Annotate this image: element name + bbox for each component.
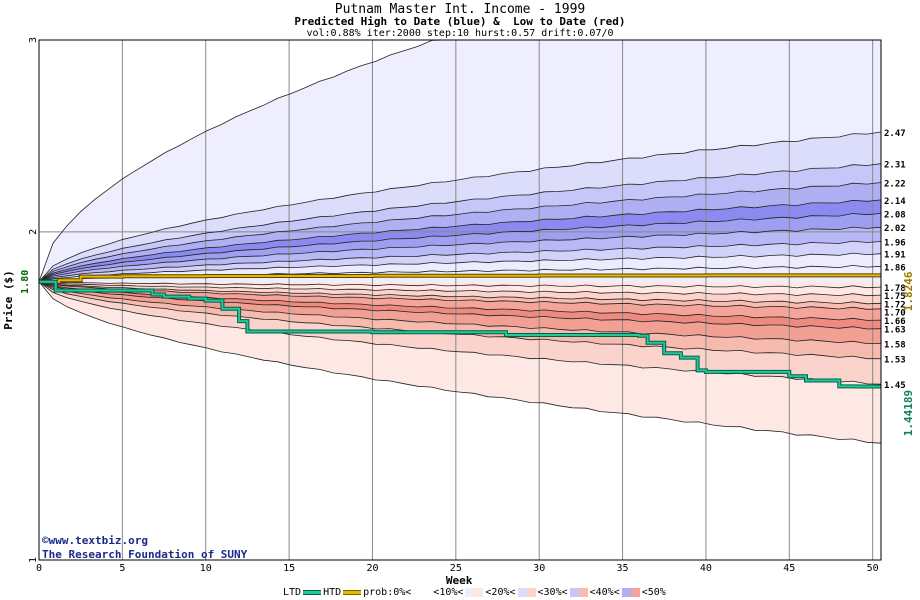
high-band-4 [39, 199, 881, 282]
band-end-label-3: 2.14 [884, 197, 906, 207]
band-end-label-15: 1.58 [884, 340, 906, 350]
band-end-label-12: 1.70 [884, 308, 906, 318]
band-end-label-2: 2.22 [884, 180, 906, 190]
band-boundary-13 [38, 281, 882, 310]
x-tick-label-7: 35 [617, 563, 629, 574]
low-band-6 [39, 281, 881, 359]
x-tick-label-5: 25 [450, 563, 462, 574]
x-tick-label-4: 20 [366, 563, 378, 574]
band-boundary-5 [38, 213, 882, 283]
band-boundary-8 [38, 252, 882, 283]
low-band-0 [39, 281, 881, 296]
band-end-label-13: 1.66 [884, 317, 906, 327]
band-end-label-1: 2.31 [884, 161, 906, 171]
legend: LTD HTD prob:0%< <10%< <20%< <30%< <40%<… [283, 587, 666, 598]
band-end-label-11: 1.72 [884, 300, 906, 310]
band-end-label-6: 1.96 [884, 238, 906, 248]
low-band-4 [39, 281, 881, 329]
legend-ltd-label: LTD [283, 587, 302, 598]
band-boundary-2 [38, 163, 882, 283]
y-tick-label-0: 1 [28, 557, 39, 563]
band-boundary-16 [38, 281, 882, 345]
simulation-params: vol:0.88% iter:2000 step:10 hurst:0.57 d… [306, 28, 614, 39]
high-band-5 [39, 213, 881, 282]
x-tick-label-8: 40 [700, 563, 712, 574]
legend-swatch-20 [517, 588, 536, 597]
band-end-label-0: 2.47 [884, 129, 906, 139]
y-tick-label-1: 2 [28, 229, 39, 235]
band-boundary-19 [38, 281, 882, 444]
start-price-label: 1.80 [20, 270, 31, 294]
band-boundary-7 [38, 240, 882, 283]
band-end-label-10: 1.75 [884, 292, 906, 302]
band-end-label-16: 1.53 [884, 356, 906, 366]
y-tick-label-2: 3 [28, 37, 39, 43]
high-band-6 [39, 227, 881, 282]
band-boundary-10 [38, 281, 882, 289]
low-band-2 [39, 281, 881, 310]
legend-prob-label: prob:0%< [363, 587, 412, 598]
x-tick-label-10: 50 [867, 563, 879, 574]
band-end-label-4: 2.08 [884, 210, 906, 220]
low-band-8 [39, 281, 881, 444]
high-band-7 [39, 241, 881, 282]
chart-subtitle: Predicted High to Date (blue) & Low to D… [294, 15, 626, 28]
ltd-series [39, 280, 881, 388]
band-end-label-17: 1.45 [884, 381, 906, 391]
x-axis-title: Week [446, 574, 473, 587]
band-boundary-6 [38, 226, 882, 283]
band-boundary-11 [38, 281, 882, 297]
credit-site[interactable]: ©www.textbiz.org [42, 534, 148, 547]
band-end-label-9: 1.78 [884, 284, 906, 294]
x-tick-label-3: 15 [283, 563, 295, 574]
band-end-label-5: 2.02 [884, 224, 906, 234]
high-band-3 [39, 182, 881, 282]
legend-htd-label: HTD [323, 587, 342, 598]
legend-swatch-40 [621, 588, 640, 597]
legend-b20-label: <20%< [485, 587, 516, 598]
y-axis-title: Price ($) [2, 270, 15, 330]
legend-ltd-swatch [303, 590, 322, 595]
legend-htd-swatch [343, 590, 362, 595]
legend-swatch-30 [569, 588, 588, 597]
x-tick-label-6: 30 [533, 563, 545, 574]
high-band-0 [39, 40, 881, 282]
credit-org: The Research Foundation of SUNY [42, 548, 248, 561]
low-band-1 [39, 281, 881, 304]
high-band-8 [39, 253, 881, 282]
legend-swatch-0 [413, 588, 432, 597]
chart-title: Putnam Master Int. Income - 1999 [334, 2, 586, 17]
last-htd-label: 1.8246 [902, 271, 915, 311]
band-end-label-7: 1.91 [884, 251, 906, 261]
x-tick-label-9: 45 [783, 563, 795, 574]
x-tick-label-2: 10 [200, 563, 212, 574]
htd-series [39, 274, 881, 283]
x-tick-label-0: 0 [36, 563, 42, 574]
x-tick-label-1: 5 [119, 563, 125, 574]
legend-b50-label: <50% [641, 587, 666, 598]
legend-b40-label: <40%< [589, 587, 620, 598]
legend-swatch-10 [465, 588, 484, 597]
low-band-5 [39, 281, 881, 344]
high-band-1 [39, 132, 881, 282]
high-band-2 [39, 163, 881, 282]
band-boundary-17 [38, 281, 881, 360]
band-end-label-14: 1.63 [884, 326, 906, 336]
plot-frame [38, 39, 882, 561]
last-ltd-label: 1.44189 [902, 390, 915, 436]
band-boundary-1 [38, 131, 882, 283]
legend-b10-label: <10%< [433, 587, 464, 598]
band-boundary-4 [38, 199, 882, 283]
low-band-3 [39, 281, 881, 321]
band-boundary-3 [38, 182, 882, 283]
band-end-label-8: 1.86 [884, 263, 906, 273]
legend-b30-label: <30%< [537, 587, 568, 598]
band-boundary-15 [38, 281, 882, 330]
low-band-7 [39, 281, 881, 385]
band-boundary-12 [38, 281, 882, 305]
